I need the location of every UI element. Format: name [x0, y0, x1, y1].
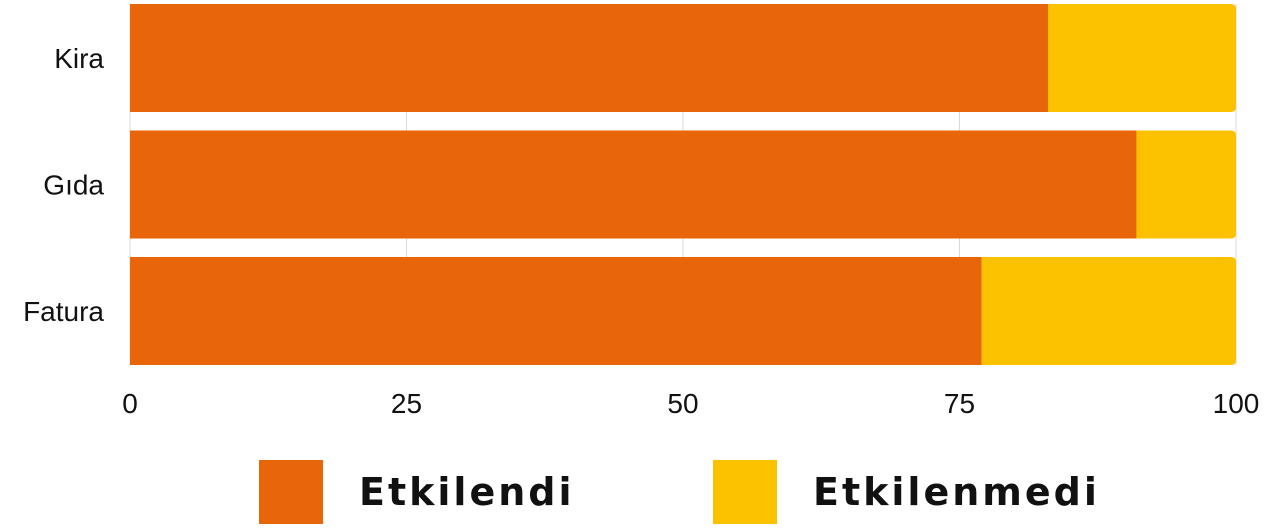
stacked-bar-chart: 0 25 50 75 100 Kira Gıda Fatura	[23, 4, 1259, 419]
label-layer: 0 25 50 75 100 Kira Gıda Fatura	[23, 43, 1259, 419]
category-label-gıda: Gıda	[43, 170, 104, 201]
legend-item-etkilendi: Etkilendi	[259, 460, 575, 524]
bar-kira-etkilendi	[130, 4, 1048, 112]
legend-label-etkilendi: Etkilendi	[359, 470, 575, 514]
bar-gıda-etkilendi	[130, 130, 1137, 239]
x-tick-label-0: 0	[122, 388, 138, 419]
bar-fatura-etkilendi	[130, 257, 982, 365]
legend-label-etkilenmedi: Etkilenmedi	[813, 470, 1100, 514]
category-label-fatura: Fatura	[23, 296, 104, 327]
x-tick-label-25: 25	[391, 388, 422, 419]
bar-gıda-etkilenmedi	[1136, 130, 1236, 239]
bar-kira-etkilenmedi	[1047, 4, 1236, 112]
x-tick-label-50: 50	[667, 388, 698, 419]
x-tick-label-75: 75	[944, 388, 975, 419]
x-tick-label-100: 100	[1213, 388, 1260, 419]
legend-swatch-etkilenmedi	[713, 460, 777, 524]
legend: Etkilendi Etkilenmedi	[0, 460, 1284, 524]
bar-fatura-etkilenmedi	[981, 257, 1236, 365]
legend-item-etkilenmedi: Etkilenmedi	[713, 460, 1100, 524]
legend-swatch-etkilendi	[259, 460, 323, 524]
category-label-kira: Kira	[54, 43, 104, 74]
bar-layer	[130, 4, 1236, 365]
